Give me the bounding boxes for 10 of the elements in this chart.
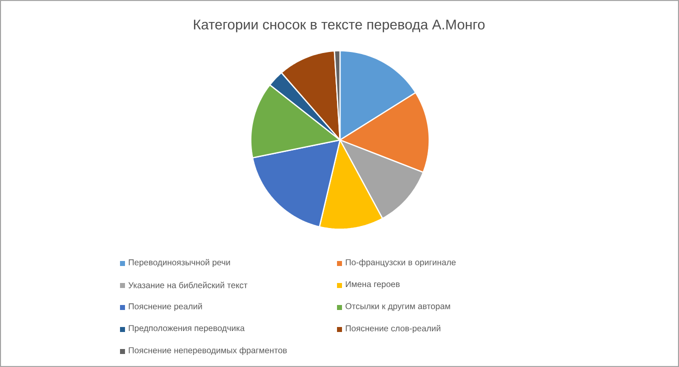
legend-label: Отсылки к другим авторам	[346, 303, 450, 311]
legend-label: Имена героев	[346, 281, 400, 289]
legend-label: Указание на библейский текст	[128, 282, 248, 288]
legend-label: Предположения переводчика	[128, 325, 245, 333]
chart-title: Категории сносок в тексте перевода А.Монго	[194, 20, 485, 32]
legend-label: По-французски в оригинале	[346, 259, 456, 267]
legend-label: Пояснение слов-реалий	[346, 324, 440, 334]
legend-label: Переводиноязычной речи	[128, 258, 230, 268]
legend-label: Пояснение реалий	[128, 302, 202, 312]
legend-label: Пояснение непереводимых фрагментов	[128, 347, 287, 355]
